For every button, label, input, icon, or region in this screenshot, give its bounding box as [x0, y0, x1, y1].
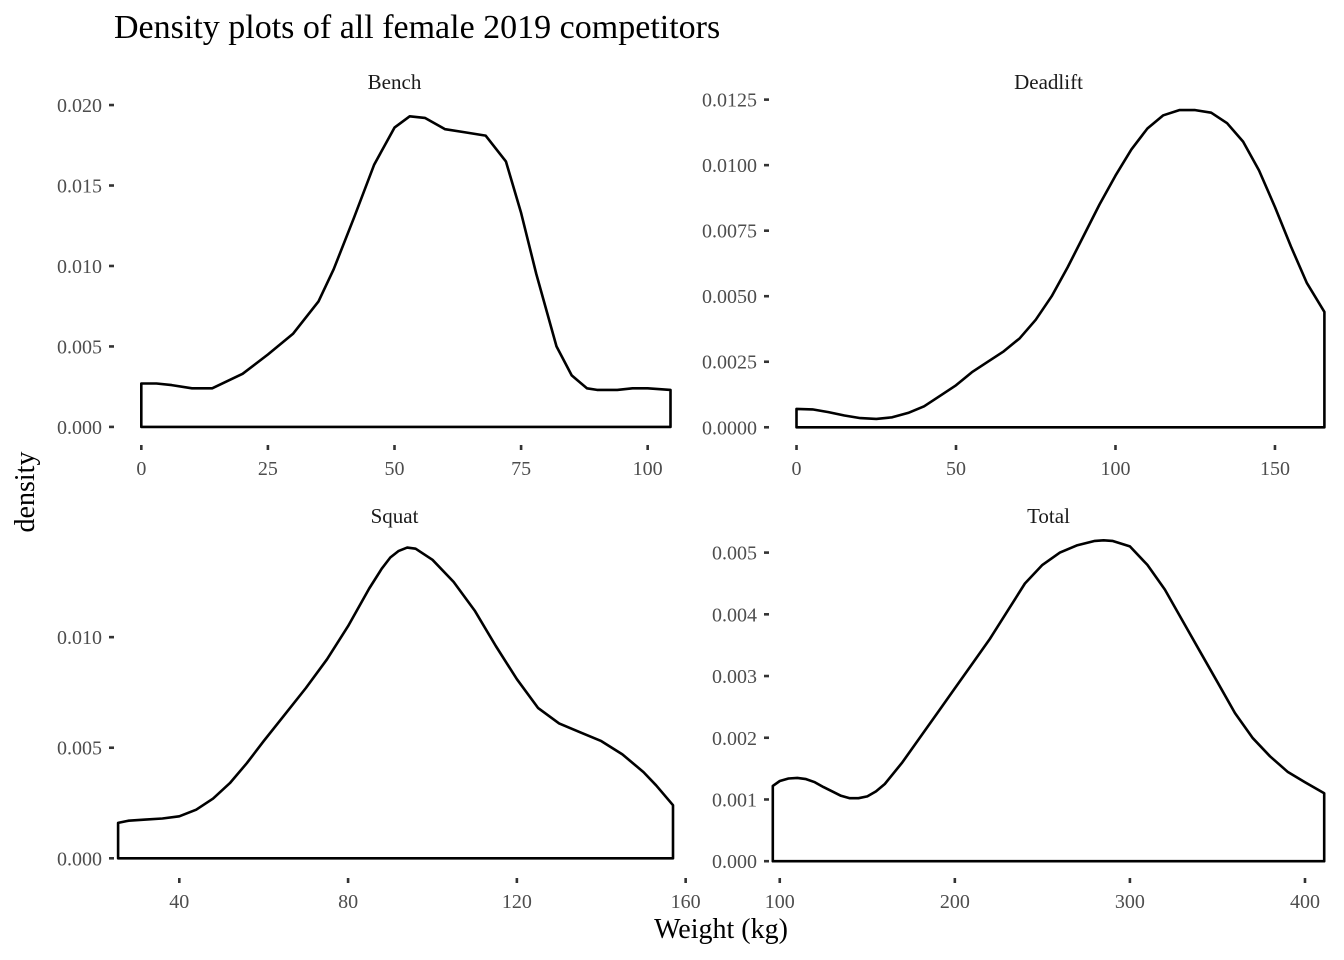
panel-bench: Bench 0.000 0.005 0.010 0.015 0.020 0 25 50 75 100 [57, 70, 672, 480]
x-tick-label: 120 [502, 891, 532, 913]
x-tick-label: 100 [765, 891, 795, 913]
density-curve-bench [140, 115, 672, 429]
x-tick-label: 50 [385, 458, 405, 480]
chart-title: Density plots of all female 2019 competi… [114, 9, 720, 46]
x-tick-label: 25 [258, 458, 278, 480]
x-tick-label: 300 [1115, 891, 1145, 913]
strip-label-deadlift: Deadlift [1014, 70, 1083, 94]
y-tick-label: 0.0025 [702, 352, 757, 374]
y-tick-label: 0.0000 [702, 417, 757, 439]
x-tick-label: 100 [633, 458, 663, 480]
y-tick-label: 0.002 [712, 728, 757, 750]
y-tick-label: 0.003 [712, 666, 757, 688]
y-tick-label: 0.005 [57, 738, 102, 760]
y-tick-label: 0.000 [57, 848, 102, 870]
density-curve-squat [116, 546, 675, 860]
y-tick-label: 0.000 [712, 851, 757, 873]
y-tick-label: 0.0075 [702, 221, 757, 243]
y-tick-label: 0.000 [57, 417, 102, 439]
strip-label-squat: Squat [371, 504, 419, 528]
y-tick-label: 0.0100 [702, 155, 757, 177]
strip-label-total: Total [1027, 504, 1070, 528]
panel-deadlift: Deadlift 0.0000 0.0025 0.0050 0.0075 0.0100 0.… [702, 70, 1326, 480]
y-axis-label: density [10, 452, 41, 533]
x-tick-label: 200 [940, 891, 970, 913]
y-tick-label: 0.001 [712, 789, 757, 811]
x-tick-label: 0 [136, 458, 146, 480]
y-tick-label: 0.0125 [702, 90, 757, 112]
x-tick-label: 160 [671, 891, 701, 913]
y-tick-label: 0.010 [57, 627, 102, 649]
x-tick-label: 80 [338, 891, 358, 913]
y-tick-label: 0.015 [57, 176, 102, 198]
x-tick-label: 75 [511, 458, 531, 480]
y-tick-label: 0.005 [712, 543, 757, 565]
x-tick-label: 0 [792, 458, 802, 480]
y-tick-label: 0.005 [57, 336, 102, 358]
y-tick-label: 0.010 [57, 256, 102, 278]
y-tick-label: 0.004 [712, 604, 757, 626]
x-tick-label: 400 [1290, 891, 1320, 913]
x-axis-label: Weight (kg) [654, 914, 788, 945]
y-tick-label: 0.0050 [702, 286, 757, 308]
x-tick-label: 40 [169, 891, 189, 913]
x-tick-label: 50 [946, 458, 966, 480]
x-tick-label: 150 [1260, 458, 1290, 480]
strip-label-bench: Bench [368, 70, 422, 94]
y-tick-label: 0.020 [57, 95, 102, 117]
x-tick-label: 100 [1100, 458, 1130, 480]
panel-squat: Squat 0.000 0.005 0.010 40 80 120 160 [57, 504, 701, 913]
density-curve-total [771, 539, 1326, 863]
panel-total: Total 0.000 0.001 0.002 0.003 0.004 0.005 100 20… [712, 504, 1326, 913]
density-curve-deadlift [795, 108, 1326, 429]
